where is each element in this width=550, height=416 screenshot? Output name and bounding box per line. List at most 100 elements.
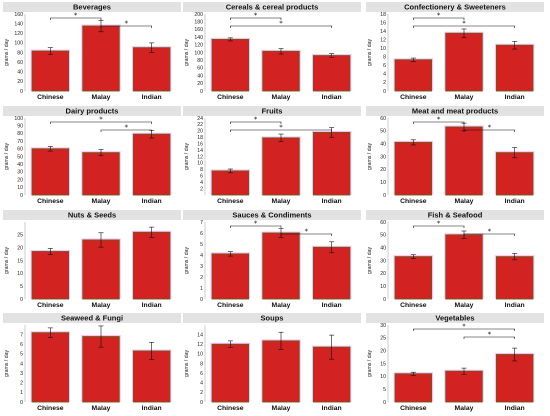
x-category-label: Chinese <box>37 198 64 205</box>
significance-bracket <box>463 129 515 132</box>
error-bar <box>410 139 416 146</box>
significance-star: * <box>488 124 492 132</box>
panel-title: Fish & Seafood <box>428 211 483 220</box>
significance-bracket <box>50 121 152 124</box>
y-tick-label: 40 <box>197 73 203 79</box>
x-category-label: Indian <box>322 405 342 412</box>
bar-malay <box>262 340 300 403</box>
panel-title: Sauces & Condiments <box>232 211 311 220</box>
significance-star: * <box>437 12 441 20</box>
y-tick-label: 8 <box>383 55 386 61</box>
y-tick-label: 0 <box>200 297 203 303</box>
error-bar <box>512 147 518 159</box>
x-category-label: Malay <box>272 405 291 412</box>
panel-vegetables: Vegetables 0 5 10 15 20 25 30 grams / day Chinese… <box>366 313 544 412</box>
y-tick-label: 10 <box>17 271 23 277</box>
y-tick-label: 3 <box>200 264 203 270</box>
y-tick-label: 25 <box>380 336 386 342</box>
panel-confectionery-and-sweeteners: Confectionery & Sweeteners 0 2 4 6 8 10 12 14 16 1… <box>366 2 544 101</box>
error-bar <box>98 325 104 348</box>
x-category-label: Indian <box>505 405 525 412</box>
y-tick-label: 6 <box>383 63 386 69</box>
y-tick-label: 140 <box>14 21 23 27</box>
title-strip <box>3 313 181 323</box>
error-bar <box>227 37 233 42</box>
y-tick-label: 15 <box>380 361 386 367</box>
y-tick-label: 2 <box>383 80 386 86</box>
y-tick-label: 30 <box>380 323 386 329</box>
y-tick-label: 160 <box>14 12 23 18</box>
y-tick-label: 0 <box>383 400 386 406</box>
x-category-label: Malay <box>92 198 111 205</box>
y-tick-label: 80 <box>17 131 23 137</box>
bar-chinese <box>211 343 250 403</box>
significance-bracket <box>413 328 515 331</box>
y-tick-label: 20 <box>197 129 203 135</box>
error-bar <box>278 48 284 55</box>
error-bar <box>329 241 335 254</box>
y-tick-label: 30 <box>380 154 386 160</box>
y-tick-label: 12 <box>380 37 386 43</box>
y-tick-label: 10 <box>380 374 386 380</box>
error-bar <box>410 57 416 62</box>
y-tick-label: 18 <box>380 12 386 18</box>
title-strip <box>366 210 544 220</box>
y-tick-label: 8 <box>200 361 203 367</box>
significance-star: * <box>305 228 309 236</box>
y-axis-label: grams / day <box>367 247 373 275</box>
error-bar <box>278 133 284 143</box>
panel-title: Meat and meat products <box>412 107 498 116</box>
significance-star: * <box>125 124 129 132</box>
significance-bracket <box>463 336 515 339</box>
title-strip <box>3 210 181 220</box>
y-axis-label: grams / day <box>367 143 373 171</box>
y-tick-label: 24 <box>197 116 203 122</box>
bar-chinese <box>211 38 250 92</box>
error-bar <box>149 342 155 360</box>
x-category-label: Malay <box>92 405 111 412</box>
bar-chinese <box>31 148 70 196</box>
bar-malay <box>262 137 300 196</box>
significance-bracket <box>230 129 332 132</box>
x-category-label: Indian <box>505 302 525 309</box>
panel-title: Cereals & cereal products <box>226 3 319 12</box>
y-tick-label: 1 <box>200 286 203 292</box>
y-tick-label: 60 <box>17 60 23 66</box>
y-tick-label: 1 <box>20 390 23 396</box>
y-tick-label: 14 <box>197 332 203 338</box>
y-tick-label: 5 <box>20 352 23 358</box>
significance-bracket <box>230 225 282 228</box>
y-tick-label: 100 <box>194 50 203 56</box>
y-tick-label: 6 <box>200 174 203 180</box>
panel-seaweed-and-fungi: Seaweed & Fungi 0 1 2 3 4 5 6 7 grams / day Chines… <box>3 313 181 412</box>
x-category-label: Indian <box>142 405 162 412</box>
y-tick-label: 14 <box>380 29 386 35</box>
y-tick-label: 90 <box>17 124 23 130</box>
x-category-label: Malay <box>455 302 474 309</box>
error-bar <box>98 232 104 248</box>
y-tick-label: 180 <box>194 20 203 26</box>
bar-chinese <box>211 170 250 196</box>
y-tick-label: 25 <box>17 233 23 239</box>
bar-malay <box>82 336 120 403</box>
error-bar <box>512 253 518 261</box>
x-category-label: Malay <box>92 94 111 101</box>
y-tick-label: 40 <box>380 245 386 251</box>
y-tick-label: 0 <box>20 89 23 95</box>
y-tick-label: 80 <box>17 50 23 56</box>
error-bar <box>329 334 335 360</box>
error-bar <box>47 146 53 152</box>
y-tick-label: 4 <box>200 180 203 186</box>
y-tick-label: 2 <box>200 275 203 281</box>
y-tick-label: 60 <box>17 147 23 153</box>
bar-chinese <box>394 373 433 403</box>
panel-title: Dairy products <box>66 107 119 116</box>
panel-sauces-and-condiments: Sauces & Condiments 0 1 2 3 4 5 6 7 grams / day Ch… <box>183 210 361 309</box>
y-tick-label: 70 <box>17 139 23 145</box>
significance-star: * <box>437 220 441 228</box>
significance-bracket <box>413 225 465 228</box>
y-tick-label: 4 <box>200 381 203 387</box>
